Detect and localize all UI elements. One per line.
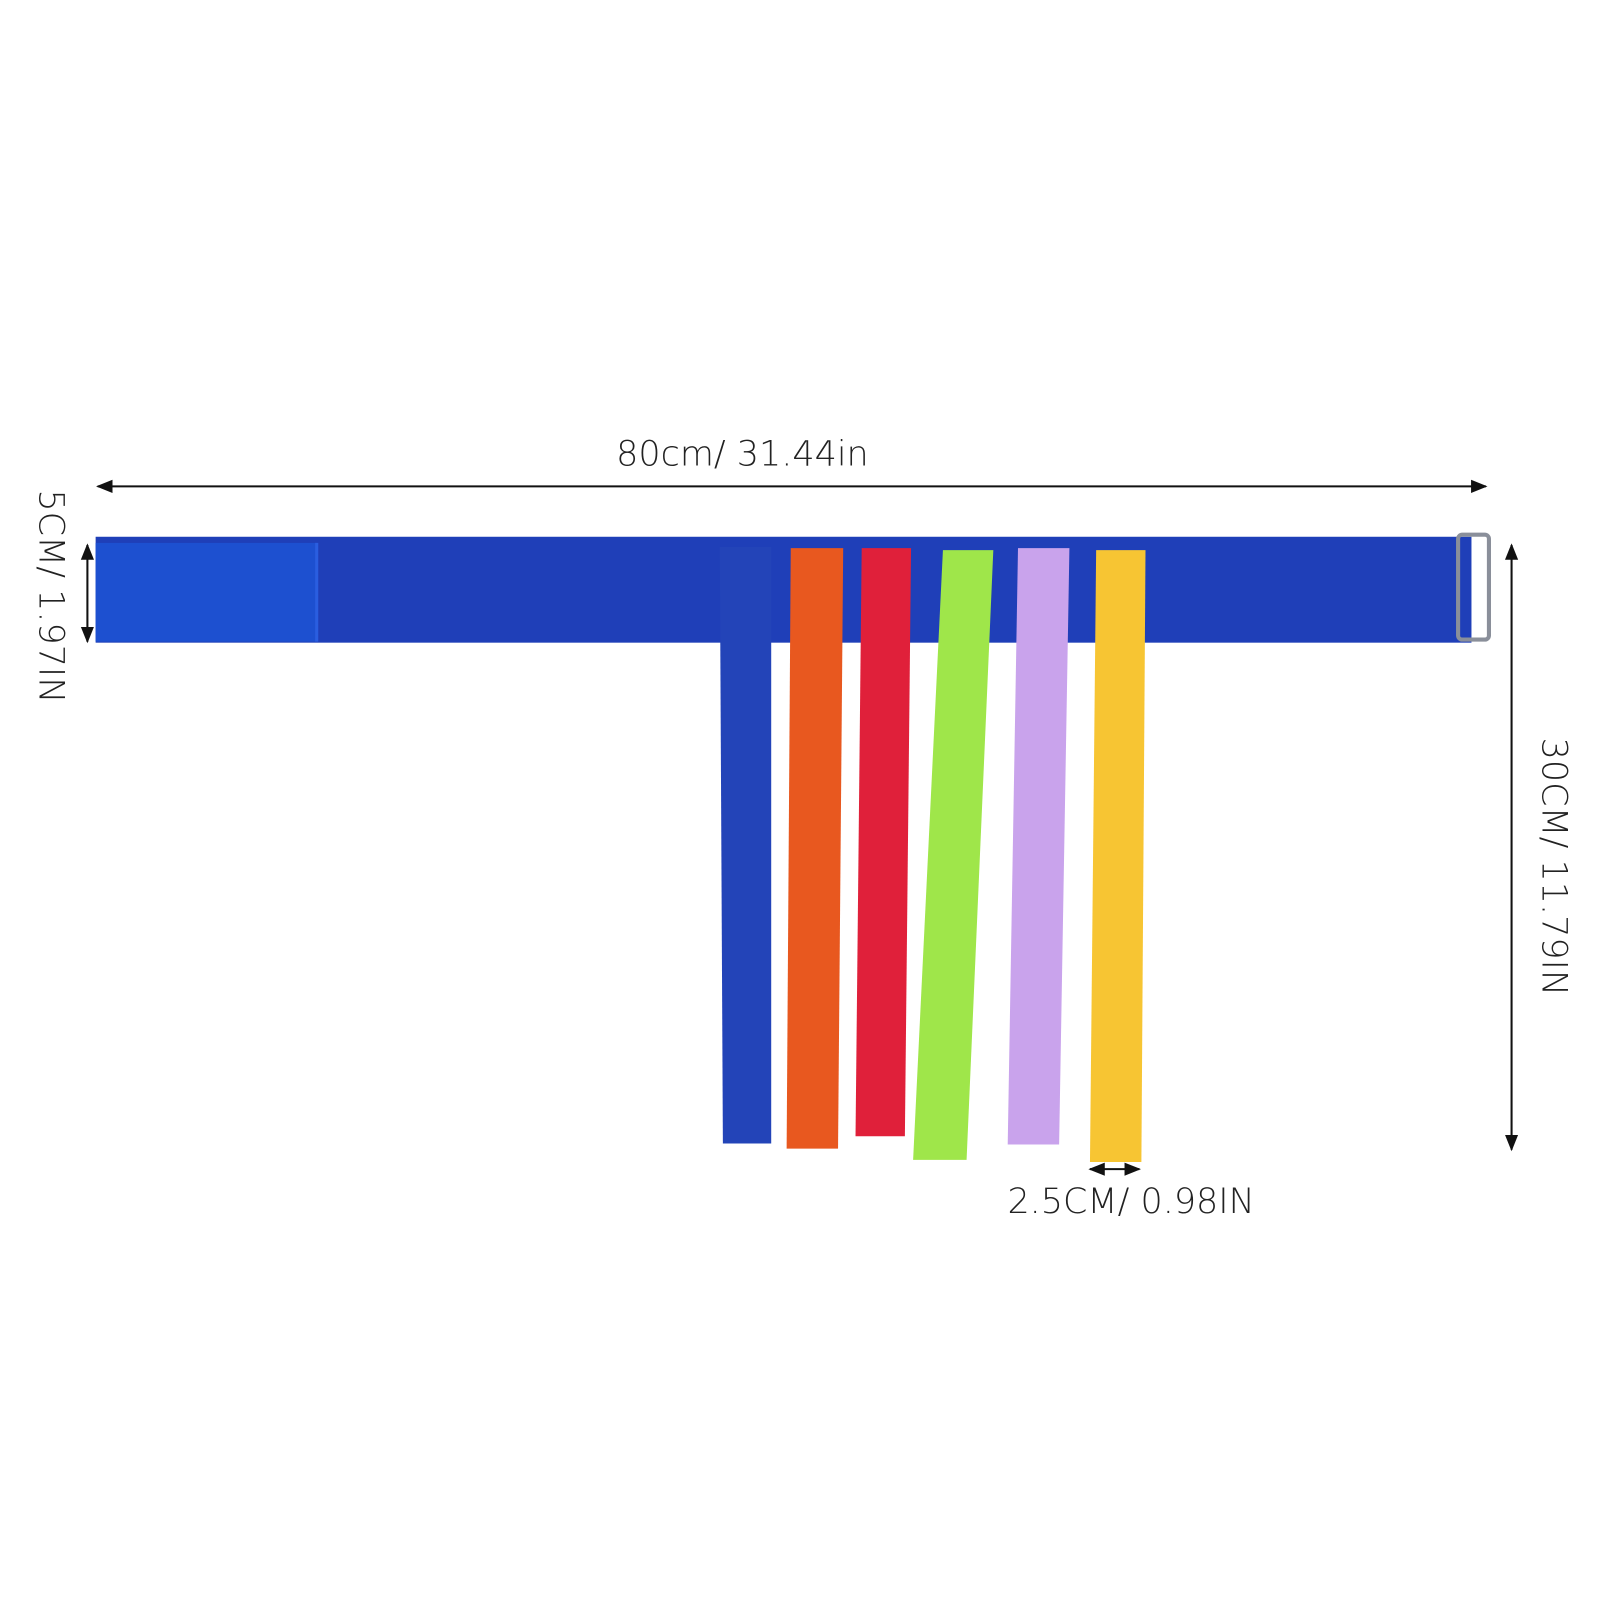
strip-width-label: 2.5CM/ 0.98IN — [1007, 1182, 1254, 1222]
strip-orange — [786, 548, 844, 1149]
strip-red — [855, 548, 912, 1137]
strip-blue — [719, 547, 772, 1144]
velcro-end — [95, 542, 317, 642]
length-label: 80cm/ 31.44in — [616, 435, 869, 475]
strip-green — [913, 550, 994, 1160]
belt — [95, 532, 1492, 643]
belt-body — [95, 536, 1472, 643]
strip-yellow — [1089, 550, 1146, 1162]
strips — [719, 547, 1146, 1162]
belt-width-label: 5CM/ 1.97IN — [30, 489, 70, 703]
strip-lavender — [1007, 548, 1070, 1145]
strip-length-label: 30CM/ 11.79IN — [1534, 738, 1574, 996]
ring — [1456, 532, 1492, 642]
